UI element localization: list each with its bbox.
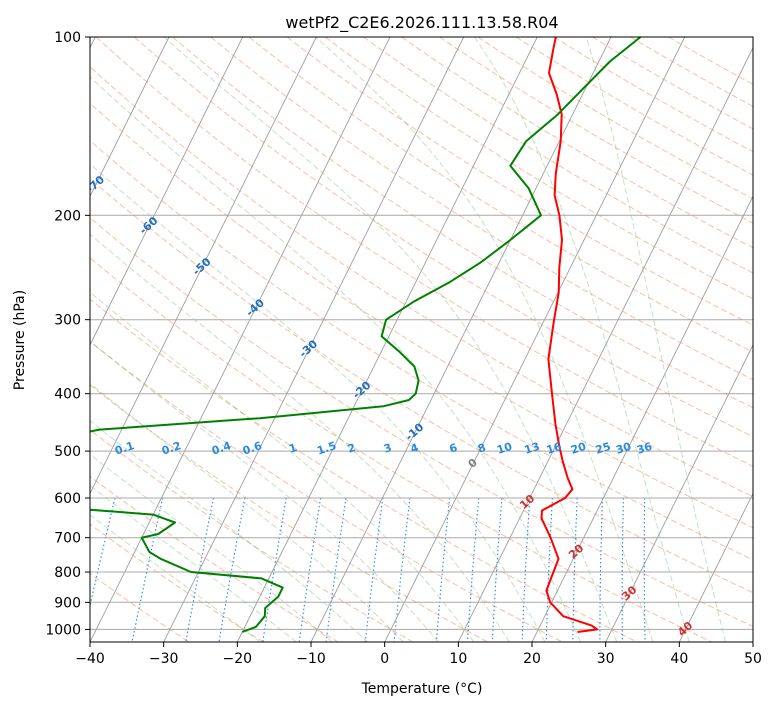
y-tick-label: 200 — [54, 208, 81, 224]
moist-adiabat-line — [90, 291, 475, 642]
mixing-ratio-line — [90, 497, 116, 609]
isotherm-line — [90, 37, 391, 642]
mixing-ratio-line — [643, 497, 646, 642]
y-tick-label: 600 — [54, 491, 81, 507]
isotherm-line — [90, 37, 244, 346]
mixing-ratio-line — [572, 497, 578, 642]
plot-frame — [89, 36, 754, 643]
mixing-ratio-label: 20 — [569, 440, 588, 457]
moist-adiabat-line — [315, 37, 654, 642]
mixing-ratio-line — [621, 497, 624, 642]
mixing-ratio-label: 6 — [448, 441, 460, 456]
mixing-ratio-label: 13 — [523, 440, 542, 457]
mixing-ratio-label: 0.6 — [241, 439, 264, 457]
isotherm-line — [236, 37, 538, 642]
dry-adiabat-line — [90, 102, 753, 529]
y-tick-label: 1000 — [45, 622, 81, 638]
y-axis-title: Pressure (hPa) — [12, 290, 28, 390]
mixing-ratio-label: 10 — [495, 440, 514, 457]
moist-adiabat-line — [90, 484, 297, 642]
axes: −40 −30 −20 −10 0 10 20 30 40 5010020030040050060… — [45, 30, 762, 667]
dry-adiabat-line — [90, 257, 712, 642]
temperature-profile-line — [540, 37, 599, 633]
dry-adiabat-line — [401, 37, 753, 249]
dry-adiabat-line — [553, 37, 753, 153]
mixing-ratio-label: 30 — [614, 440, 633, 457]
x-tick-label: −20 — [223, 651, 253, 667]
dry-adiabat-line — [477, 37, 753, 200]
moist-adiabat-line — [90, 76, 582, 642]
mixing-ratio-label: 25 — [594, 440, 613, 457]
dry-adiabat-line — [90, 429, 414, 642]
moist-adiabat-line — [163, 37, 618, 642]
x-axis-title: Temperature (°C) — [361, 681, 483, 697]
isotherm-line — [678, 492, 753, 642]
isotherm-line — [457, 46, 753, 642]
mixing-ratio-line — [435, 497, 451, 642]
x-tick-label: 30 — [597, 651, 615, 667]
chart-title: wetPf2_C2E6.2026.111.13.58.R04 — [285, 13, 558, 33]
isotherm-line — [605, 343, 753, 642]
isotherm-line — [531, 195, 753, 642]
mixing-ratio-label: 1.5 — [315, 439, 338, 457]
isotherm-line — [90, 37, 317, 495]
dry-adiabat-line — [90, 178, 753, 594]
x-tick-label: −30 — [149, 651, 179, 667]
dry-adiabat-line — [90, 384, 488, 642]
x-tick-label: 40 — [670, 651, 688, 667]
dry-adiabat-line — [95, 37, 753, 467]
x-tick-label: −10 — [296, 651, 326, 667]
dry-adiabat-line — [363, 37, 753, 274]
y-tick-label: 400 — [54, 387, 81, 403]
mixing-ratio-label: 2 — [346, 441, 357, 456]
x-tick-label: −40 — [75, 651, 105, 667]
moist-adiabat-line — [90, 420, 369, 642]
mixing-ratio-line — [466, 497, 480, 642]
y-tick-label: 900 — [54, 595, 81, 611]
x-tick-label: 50 — [744, 651, 762, 667]
mixing-ratio-label: 8 — [476, 441, 487, 456]
x-tick-label: 0 — [380, 651, 389, 667]
mixing-ratio-line — [521, 497, 531, 642]
moist-adiabat-line — [90, 163, 546, 642]
profile-lines — [90, 37, 642, 633]
mixing-ratio-label: 0.4 — [210, 439, 233, 457]
mixing-ratio-label: 0.1 — [113, 439, 136, 457]
isotherm-line — [384, 37, 686, 642]
y-tick-label: 500 — [54, 444, 81, 460]
background-lines — [90, 37, 753, 642]
mixing-ratio-line — [491, 497, 503, 642]
mixing-ratio-line — [599, 497, 604, 642]
dry-adiabat-line — [172, 37, 753, 409]
mixing-ratio-line — [545, 497, 553, 642]
mixing-ratio-label: 3 — [382, 441, 393, 456]
moist-adiabat-line — [90, 453, 333, 642]
dry-adiabat-line — [90, 523, 264, 642]
isotherm-line — [90, 37, 170, 198]
dry-adiabat-line — [248, 37, 753, 353]
moist-adiabat-line — [585, 37, 727, 642]
y-tick-label: 100 — [54, 30, 81, 46]
mixing-ratio-label: 1 — [287, 441, 298, 456]
dry-adiabat-line — [210, 37, 753, 381]
dewpoint-profile-line — [90, 37, 642, 633]
mixing-ratio-label: 4 — [409, 441, 421, 456]
y-tick-label: 300 — [54, 313, 81, 329]
y-tick-label: 700 — [54, 531, 81, 547]
x-tick-label: 10 — [449, 651, 467, 667]
isotherm-line — [163, 37, 465, 642]
x-tick-label: 20 — [523, 651, 541, 667]
dry-adiabat-line — [90, 139, 753, 561]
moist-adiabat-line — [90, 233, 510, 642]
mixing-ratio-label: 0.2 — [160, 439, 183, 457]
mixing-ratio-label: 16 — [545, 440, 564, 457]
mixing-ratio-label: 36 — [635, 440, 654, 457]
moist-adiabat-line — [90, 340, 439, 642]
y-tick-label: 800 — [54, 565, 81, 581]
moist-adiabat-line — [90, 382, 404, 642]
dry-adiabat-line — [90, 298, 638, 642]
dry-adiabat-line — [286, 37, 753, 326]
dry-adiabat-line — [90, 217, 753, 628]
